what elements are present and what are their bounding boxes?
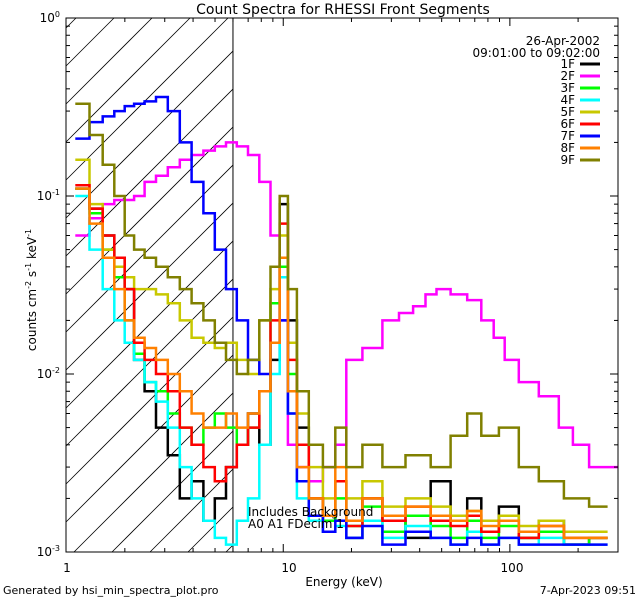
date-label: 26-Apr-2002 (526, 34, 600, 48)
hatch-line (65, 17, 153, 105)
footer-timestamp: 7-Apr-2023 09:51 (540, 584, 636, 597)
hatch-line (65, 88, 234, 257)
legend-label: 3F (560, 81, 575, 95)
legend-label: 9F (560, 153, 575, 167)
x-tick-label-1: 1 (63, 561, 71, 575)
series-layer (75, 95, 618, 546)
hatch-line (65, 17, 191, 143)
time-range-label: 09:01:00 to 09:02:00 (473, 46, 600, 60)
hatch-line (65, 126, 234, 295)
hatch-line (65, 17, 115, 67)
legend-label: 2F (560, 69, 575, 83)
hatch-line (65, 278, 234, 447)
hatch-line (187, 506, 234, 553)
legend-label: 4F (560, 93, 575, 107)
hatch-line (65, 316, 234, 485)
y-axis-label: counts cm-2 s-1 keV-1 (24, 229, 39, 351)
hatch-line (73, 392, 234, 553)
hatch-line (225, 544, 234, 553)
x-tick-label-100: 100 (501, 561, 524, 575)
series-7F (75, 95, 608, 546)
x-axis-label: Energy (keV) (305, 575, 382, 589)
y-tick-label: 100 (40, 10, 60, 25)
series-6F (75, 183, 608, 540)
attenuator-hatch-region (65, 17, 234, 553)
hatch-line (65, 17, 229, 181)
legend-label: 6F (560, 117, 575, 131)
hatch-line (65, 240, 234, 409)
axis-ticks (66, 18, 619, 553)
hatch-line (65, 164, 234, 333)
series-9F (75, 102, 608, 508)
footer-generator: Generated by hsi_min_spectra_plot.pro (3, 584, 219, 597)
y-tick-label: 10-3 (37, 544, 60, 559)
legend-label: 1F (560, 57, 575, 71)
y-tick-label: 10-2 (37, 366, 60, 381)
hatch-line (65, 354, 234, 523)
hatch-line (149, 468, 234, 553)
series-5F (75, 158, 608, 533)
annotation-background: Includes Background (248, 505, 373, 519)
chart-title: Count Spectra for RHESSI Front Segments (196, 2, 490, 18)
series-1F (75, 187, 608, 546)
legend-label: 5F (560, 105, 575, 119)
legend-label: 7F (560, 129, 575, 143)
series-8F (75, 187, 608, 540)
hatch-line (111, 430, 234, 553)
legend-label: 8F (560, 141, 575, 155)
hatch-line (65, 50, 234, 219)
y-tick-labels: 10-3 10-2 10-1 100 (37, 10, 60, 559)
plot-frame (65, 17, 619, 553)
x-tick-label-10: 10 (281, 561, 296, 575)
hatch-line (65, 202, 234, 371)
y-tick-label: 10-1 (37, 188, 60, 203)
annotation-decim: A0 A1 FDecim 1 (248, 517, 344, 531)
